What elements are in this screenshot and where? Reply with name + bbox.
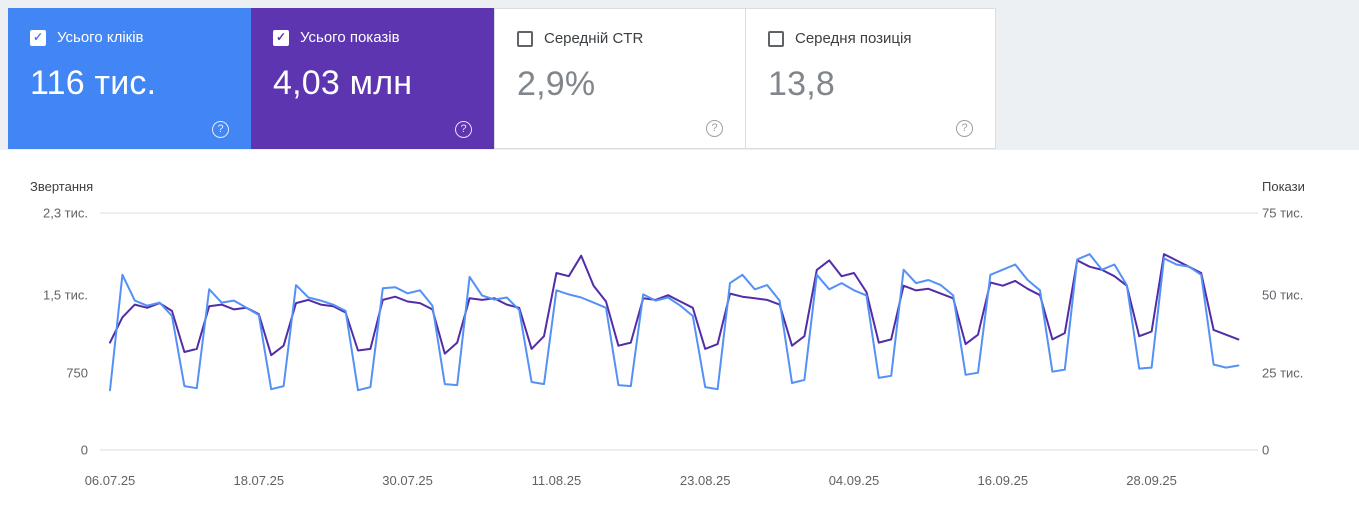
check-icon: ✓ <box>32 30 44 44</box>
svg-text:06.07.25: 06.07.25 <box>85 473 136 488</box>
svg-text:04.09.25: 04.09.25 <box>829 473 880 488</box>
impressions-card-value: 4,03 млн <box>273 64 413 102</box>
impressions-card-title: Усього показів <box>300 29 400 46</box>
metric-card-position[interactable]: Середня позиція 13,8 ? <box>745 9 995 148</box>
clicks-card-header: ✓ Усього кліків <box>30 29 251 46</box>
left-axis-tick-label: 1,5 тис. <box>42 287 88 303</box>
position-card-value: 13,8 <box>768 65 835 103</box>
metric-cards-row: ✓ Усього кліків 116 тис. ? ✓ Усього пока… <box>8 8 996 149</box>
impressions-help-icon[interactable]: ? <box>455 121 472 138</box>
metric-card-impressions[interactable]: ✓ Усього показів 4,03 млн ? <box>251 8 494 149</box>
right-axis-tick-label: 25 тис. <box>1262 365 1304 381</box>
ctr-card-title: Середній CTR <box>544 30 644 47</box>
right-axis-tick-label: 50 тис. <box>1262 287 1304 303</box>
clicks-help-icon[interactable]: ? <box>212 121 229 138</box>
ctr-help-icon[interactable]: ? <box>706 120 723 137</box>
impressions-checkbox[interactable]: ✓ <box>273 29 289 46</box>
metrics-header-band: ✓ Усього кліків 116 тис. ? ✓ Усього пока… <box>0 0 1359 150</box>
check-icon: ✓ <box>275 30 287 44</box>
performance-chart[interactable]: Звертання Покази 2,3 тис. 1,5 тис. 750 0… <box>0 150 1359 523</box>
svg-text:11.08.25: 11.08.25 <box>532 473 582 488</box>
clicks-card-value: 116 тис. <box>30 64 157 102</box>
left-axis-tick-label: 0 <box>80 442 88 458</box>
svg-text:18.07.25: 18.07.25 <box>233 473 284 488</box>
ctr-checkbox[interactable] <box>517 30 533 47</box>
clicks-card-title: Усього кліків <box>57 29 144 46</box>
position-help-icon[interactable]: ? <box>956 120 973 137</box>
metric-card-ctr[interactable]: Середній CTR 2,9% ? <box>495 9 745 148</box>
svg-text:23.08.25: 23.08.25 <box>680 473 731 488</box>
right-axis-tick-label: 0 <box>1262 442 1270 458</box>
right-axis-tick-label: 75 тис. <box>1262 205 1304 221</box>
left-axis-tick-label: 750 <box>66 365 88 381</box>
ctr-card-header: Середній CTR <box>517 30 745 47</box>
clicks-checkbox[interactable]: ✓ <box>30 29 46 46</box>
metric-card-clicks[interactable]: ✓ Усього кліків 116 тис. ? <box>8 8 251 149</box>
left-axis-title: Звертання <box>30 179 94 194</box>
impressions-card-header: ✓ Усього показів <box>273 29 494 46</box>
svg-text:28.09.25: 28.09.25 <box>1126 473 1177 488</box>
position-card-title: Середня позиція <box>795 30 912 47</box>
svg-text:16.09.25: 16.09.25 <box>977 473 1028 488</box>
svg-text:30.07.25: 30.07.25 <box>382 473 433 488</box>
ctr-card-value: 2,9% <box>517 65 596 103</box>
position-checkbox[interactable] <box>768 30 784 47</box>
left-axis-tick-label: 2,3 тис. <box>42 205 88 221</box>
right-axis-title: Покази <box>1262 179 1305 194</box>
chart-svg[interactable]: 06.07.25 18.07.25 30.07.25 11.08.25 23.08.25… <box>0 150 1359 523</box>
metric-cards-white-group: Середній CTR 2,9% ? Середня позиція 13,8… <box>494 8 996 149</box>
position-card-header: Середня позиція <box>768 30 995 47</box>
